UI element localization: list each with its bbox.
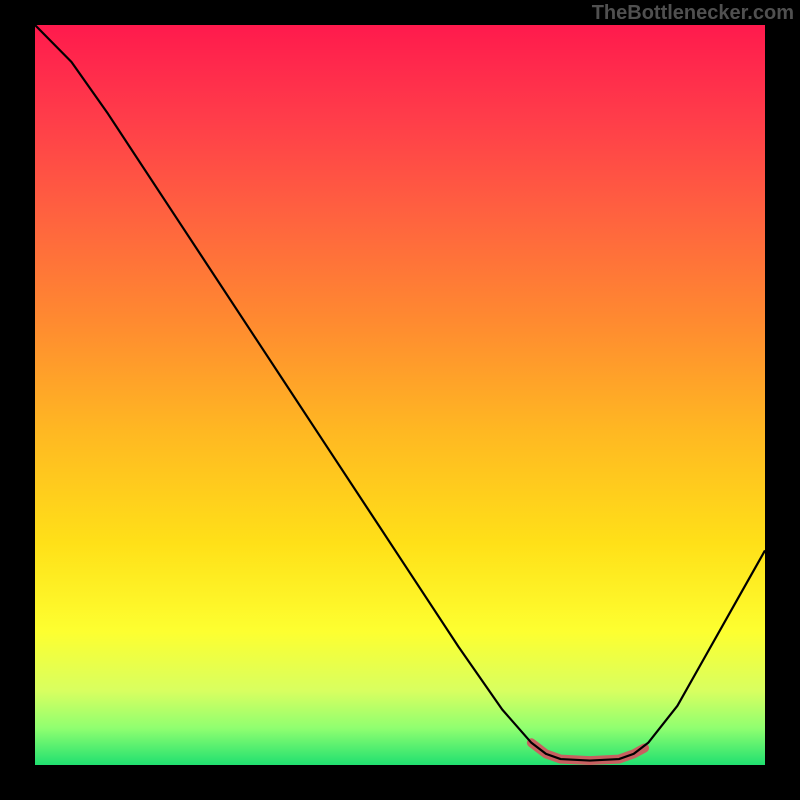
plot-background	[35, 25, 765, 765]
bottleneck-chart	[0, 0, 800, 800]
watermark-text: TheBottlenecker.com	[592, 2, 794, 25]
